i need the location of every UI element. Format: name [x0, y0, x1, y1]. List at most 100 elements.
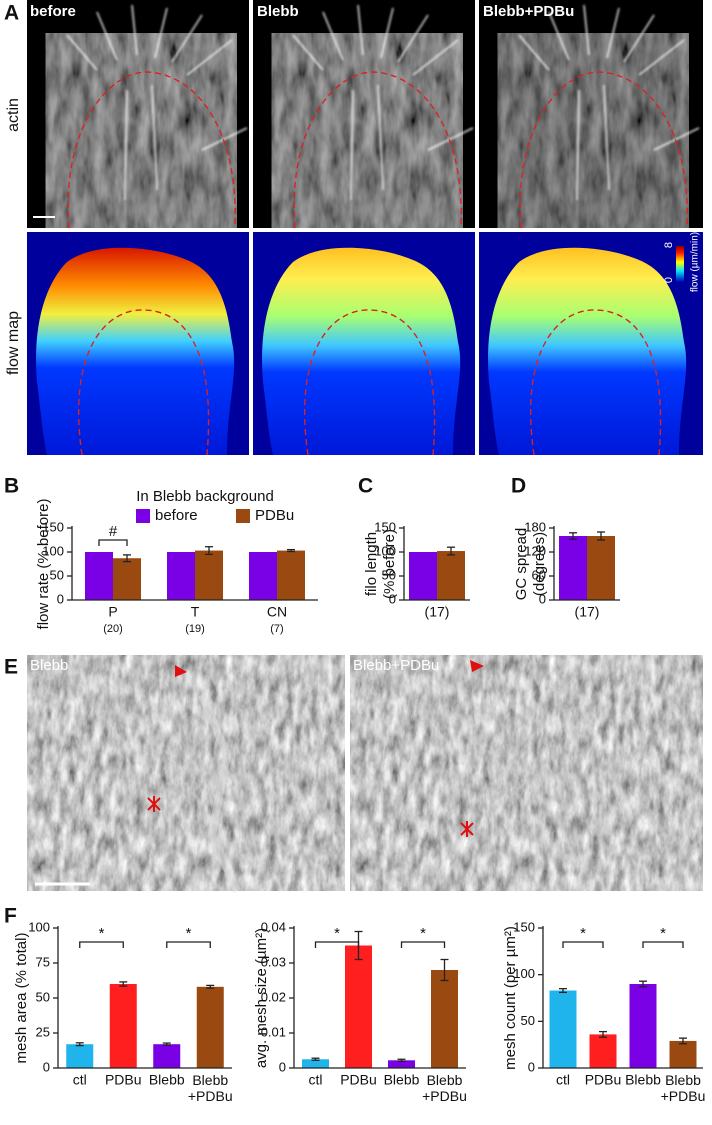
significance-bracket [98, 539, 128, 546]
x-tick-label: ctl [556, 1072, 570, 1088]
x-tick-label: Blebb [625, 1072, 661, 1088]
bar [669, 1040, 697, 1068]
x-tick-label: PDBu [105, 1072, 142, 1088]
bar [167, 552, 195, 600]
actin-image [479, 0, 703, 229]
significance-bracket [642, 941, 684, 948]
y-tick-label: 150 [374, 519, 396, 534]
row-label: flow map [5, 311, 22, 375]
y-axis-label: GC spread [513, 528, 530, 601]
column-label: before [30, 3, 76, 20]
y-tick-label: 60 [532, 567, 546, 582]
y-tick-label: 100 [513, 966, 535, 981]
bar [85, 552, 113, 600]
image-label: Blebb [30, 657, 68, 674]
significance-label: * [334, 925, 340, 942]
y-tick-label: 0 [528, 1059, 535, 1074]
x-tick-label: Blebb +PDBu [188, 1072, 233, 1104]
bar [196, 986, 224, 1068]
bar [302, 1059, 329, 1068]
y-tick-label: 0.01 [261, 1024, 286, 1039]
significance-bracket [400, 941, 446, 948]
x-tick-label: T [191, 604, 200, 620]
bar [388, 1060, 415, 1068]
bar [549, 990, 577, 1068]
significance-label: # [109, 523, 118, 540]
row-label: actin [5, 98, 22, 132]
y-tick-label: 0.03 [261, 954, 286, 969]
y-tick-label: 120 [524, 543, 546, 558]
bar [109, 984, 137, 1068]
flow-map [253, 232, 475, 456]
y-tick-label: 0.02 [261, 989, 286, 1004]
panel-label: D [511, 475, 526, 498]
y-axis-label: mesh area (% total) [13, 933, 30, 1064]
category-note: (7) [270, 623, 283, 635]
chart-title: In Blebb background [136, 488, 274, 505]
y-axis-label: (% before) [381, 529, 398, 599]
y-tick-label: 0 [539, 591, 546, 606]
significance-bracket [79, 941, 124, 948]
category-note: (20) [103, 623, 123, 635]
y-axis-label: mesh count (per µm²) [502, 926, 519, 1070]
y-axis-label: avg. mesh size (µm²) [253, 928, 270, 1068]
y-tick-label: 100 [28, 919, 50, 934]
significance-label: * [660, 925, 666, 942]
y-tick-label: 100 [374, 543, 396, 558]
bar [431, 970, 458, 1068]
significance-label: * [186, 925, 192, 942]
colorbar-max: 8 [663, 242, 675, 248]
x-tick-label: Blebb +PDBu [422, 1072, 467, 1104]
actin-image [27, 0, 249, 229]
flow-map [479, 232, 703, 456]
y-axis-label: filo length [363, 532, 380, 596]
y-tick-label: 50 [50, 567, 64, 582]
y-tick-label: 0 [57, 591, 64, 606]
x-tick-label: Blebb +PDBu [661, 1072, 706, 1104]
x-tick-label: (17) [425, 604, 450, 620]
y-tick-label: 25 [36, 1024, 50, 1039]
x-tick-label: PDBu [585, 1072, 622, 1088]
significance-label: * [420, 925, 426, 942]
significance-bracket [314, 941, 360, 948]
bar [437, 551, 465, 600]
y-tick-label: 0 [279, 1059, 286, 1074]
y-tick-label: 0 [43, 1059, 50, 1074]
y-axis-label: (degrees) [531, 532, 548, 596]
bar [113, 558, 141, 600]
legend-label: PDBu [255, 507, 294, 524]
panel-label: A [4, 2, 19, 25]
y-tick-label: 180 [524, 519, 546, 534]
legend-swatch [236, 509, 250, 523]
bar [629, 984, 657, 1068]
significance-bracket [562, 941, 604, 948]
colorbar-min: 0 [663, 277, 675, 283]
y-tick-label: 100 [42, 543, 64, 558]
bar [589, 1034, 617, 1068]
x-tick-label: Blebb [384, 1072, 420, 1088]
y-tick-label: 0 [389, 591, 396, 606]
panel-label: C [358, 475, 373, 498]
em-image [350, 655, 703, 891]
y-tick-label: 150 [42, 519, 64, 534]
column-label: Blebb [257, 3, 299, 20]
bar [345, 945, 372, 1068]
panel-label: B [4, 475, 19, 498]
actin-image [253, 0, 475, 229]
x-tick-label: CN [267, 604, 287, 620]
colorbar [676, 246, 684, 282]
y-tick-label: 0.04 [261, 919, 286, 934]
bar [409, 552, 437, 600]
y-tick-label: 50 [521, 1013, 535, 1028]
y-axis-label: flow rate (% before) [35, 499, 52, 630]
bar [559, 536, 587, 600]
x-tick-label: P [108, 604, 117, 620]
legend-label: before [155, 507, 198, 524]
colorbar-label: flow (µm/min) [690, 232, 701, 292]
bar [587, 536, 615, 600]
panel-label: F [4, 905, 17, 928]
image-label: Blebb+PDBu [353, 657, 439, 674]
y-tick-label: 75 [36, 954, 50, 969]
bar [66, 1044, 94, 1068]
